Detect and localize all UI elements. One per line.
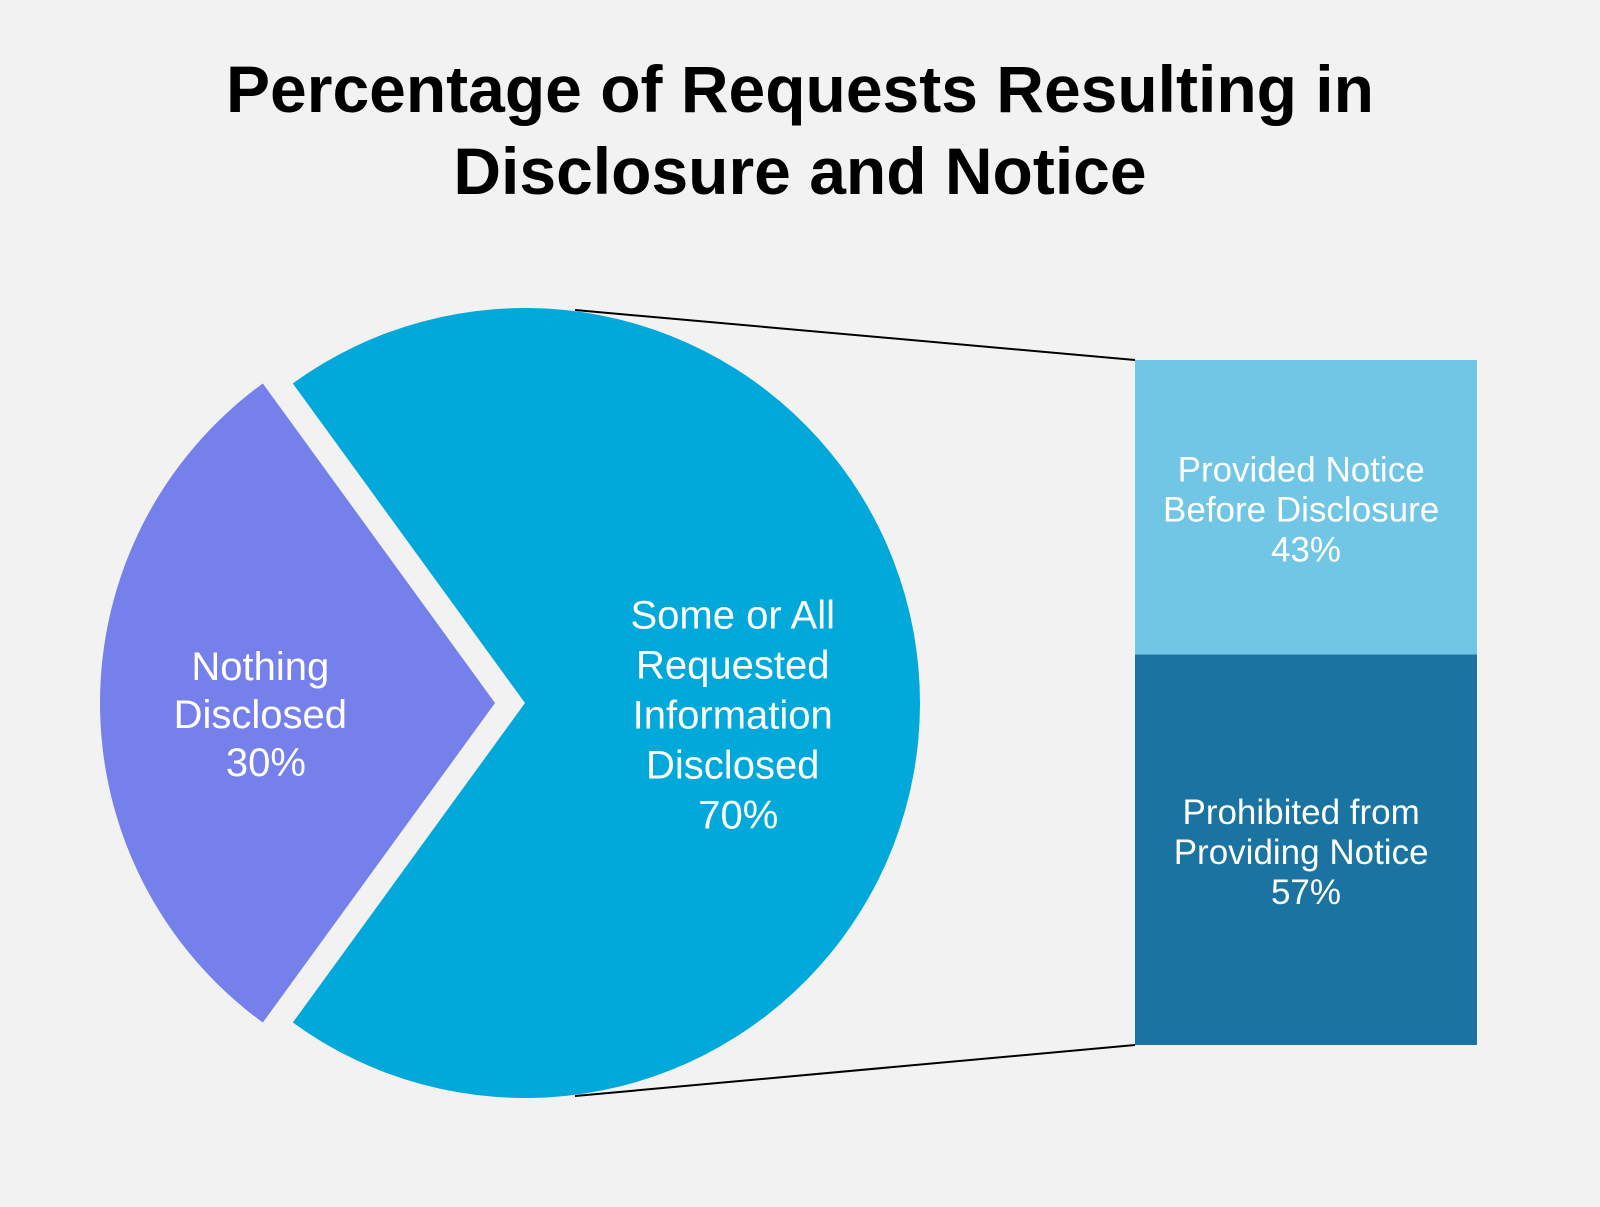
slice-label-line: Disclosed [646, 744, 819, 788]
slice-label-line: Information [633, 694, 833, 738]
bar-segment-provided-notice [1135, 360, 1477, 655]
connector-line-top [574, 309, 1136, 361]
bar-label-line: Before Disclosure [1163, 490, 1439, 529]
pie-slice-label-some-or-all-disclosed: Some or All Requested Information Disclo… [630, 594, 846, 838]
slice-label-line: Requested [636, 644, 829, 688]
slice-value-label: 30% [226, 741, 306, 785]
slice-label-line: Nothing [191, 645, 329, 689]
bar-segment-prohibited-notice [1135, 654, 1477, 1045]
slice-label-line: Some or All [630, 594, 835, 638]
bar-value-label: 43% [1271, 530, 1341, 569]
chart-title-line-2: Disclosure and Notice [453, 134, 1147, 208]
bar-label-line: Provided Notice [1178, 450, 1425, 489]
bar-segment-label-provided-notice: Provided Notice Before Disclosure 43% [1163, 450, 1449, 569]
slice-value-label: 70% [698, 794, 778, 838]
chart-title-line-1: Percentage of Requests Resulting in [226, 52, 1374, 126]
slice-label-line: Disclosed [174, 693, 347, 737]
pie-slice-label-nothing-disclosed: Nothing Disclosed 30% [174, 645, 359, 785]
bar-segment-label-prohibited-notice: Prohibited from Providing Notice 57% [1174, 793, 1439, 912]
bar-value-label: 57% [1271, 873, 1341, 912]
bar-label-line: Providing Notice [1174, 833, 1429, 872]
pie-slice-nothing-disclosed [99, 383, 495, 1023]
bar-label-line: Prohibited from [1182, 793, 1419, 832]
connector-line-bottom [574, 1044, 1136, 1097]
chart-title: Percentage of Requests Resulting in Disc… [0, 48, 1600, 212]
pie-slice-some-or-all-disclosed [292, 307, 920, 1098]
